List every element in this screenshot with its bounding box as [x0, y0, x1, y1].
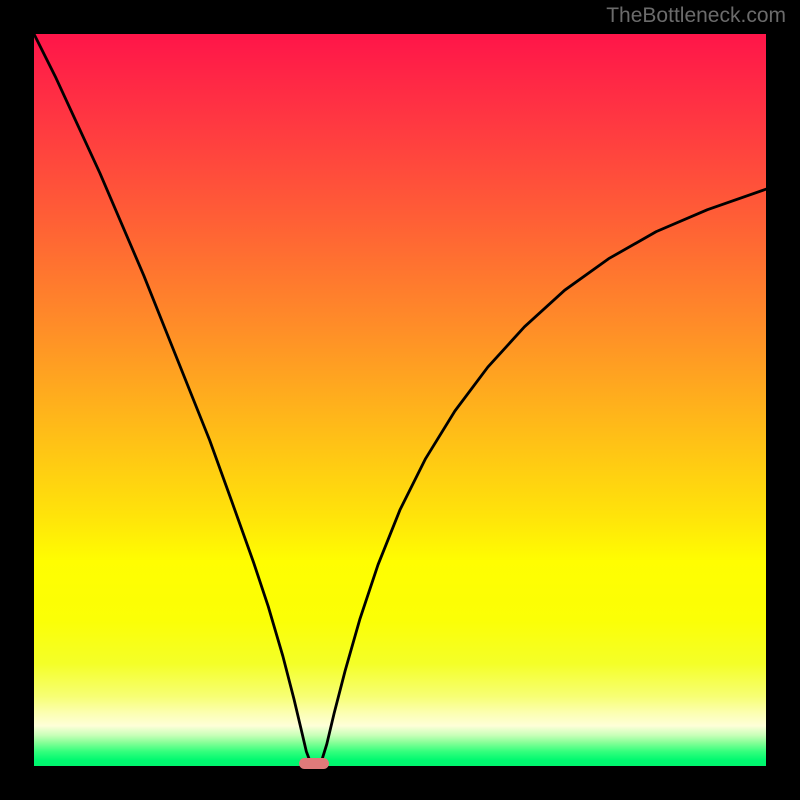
vertex-marker — [299, 758, 329, 769]
watermark-text: TheBottleneck.com — [606, 4, 786, 28]
curve-right-branch — [321, 189, 766, 763]
chart-container: TheBottleneck.com — [0, 0, 800, 800]
plot-area — [34, 34, 766, 766]
bottleneck-curve — [34, 34, 766, 766]
curve-left-branch — [34, 34, 311, 763]
